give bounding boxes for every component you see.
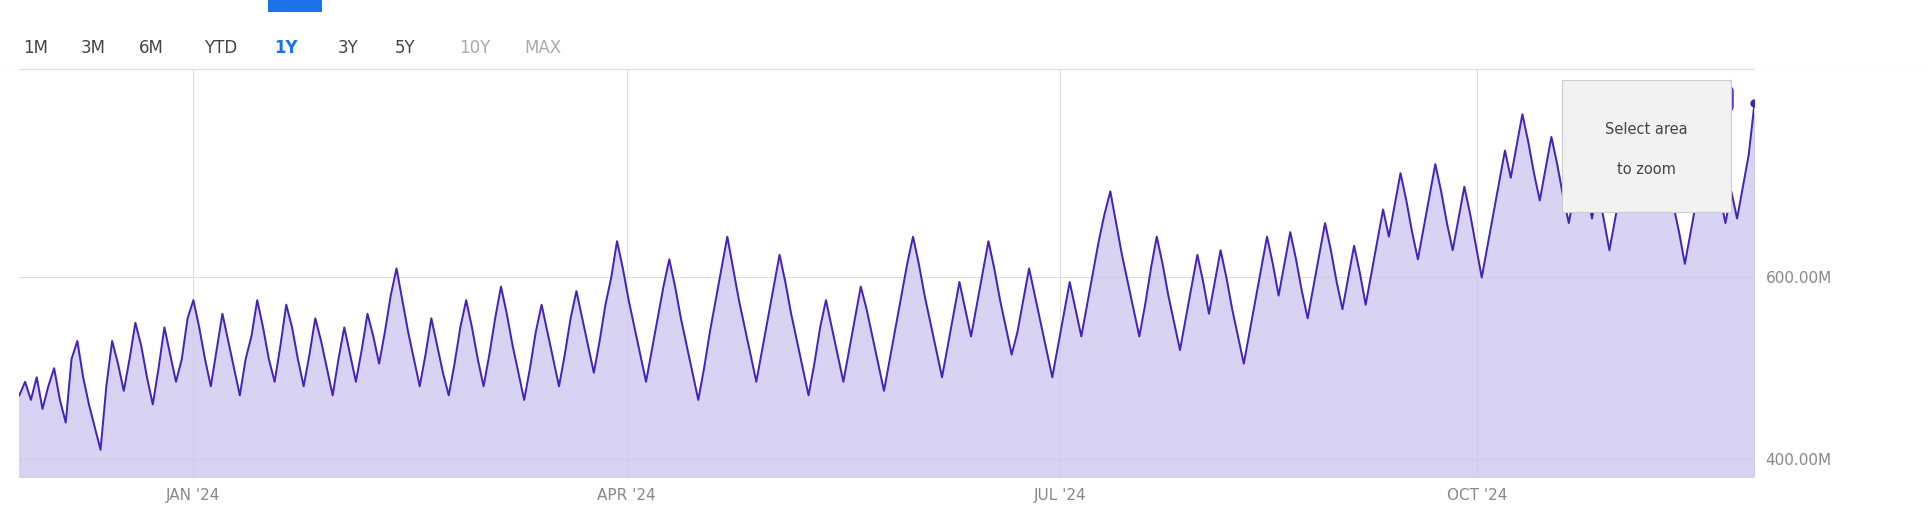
Bar [268, 0, 322, 12]
Text: 1Y: 1Y [274, 39, 297, 57]
Text: 6M: 6M [139, 39, 164, 57]
Text: 3M: 3M [81, 39, 106, 57]
Text: to zoom: to zoom [1618, 162, 1675, 177]
Text: Select area: Select area [1606, 122, 1687, 137]
Text: 5Y: 5Y [395, 39, 416, 57]
Text: MAX: MAX [524, 39, 561, 57]
Text: 1M: 1M [23, 39, 48, 57]
Text: 3Y: 3Y [337, 39, 359, 57]
Text: YTD: YTD [204, 39, 237, 57]
Text: 791.62M: 791.62M [1654, 91, 1753, 107]
Text: 10Y: 10Y [459, 39, 490, 57]
